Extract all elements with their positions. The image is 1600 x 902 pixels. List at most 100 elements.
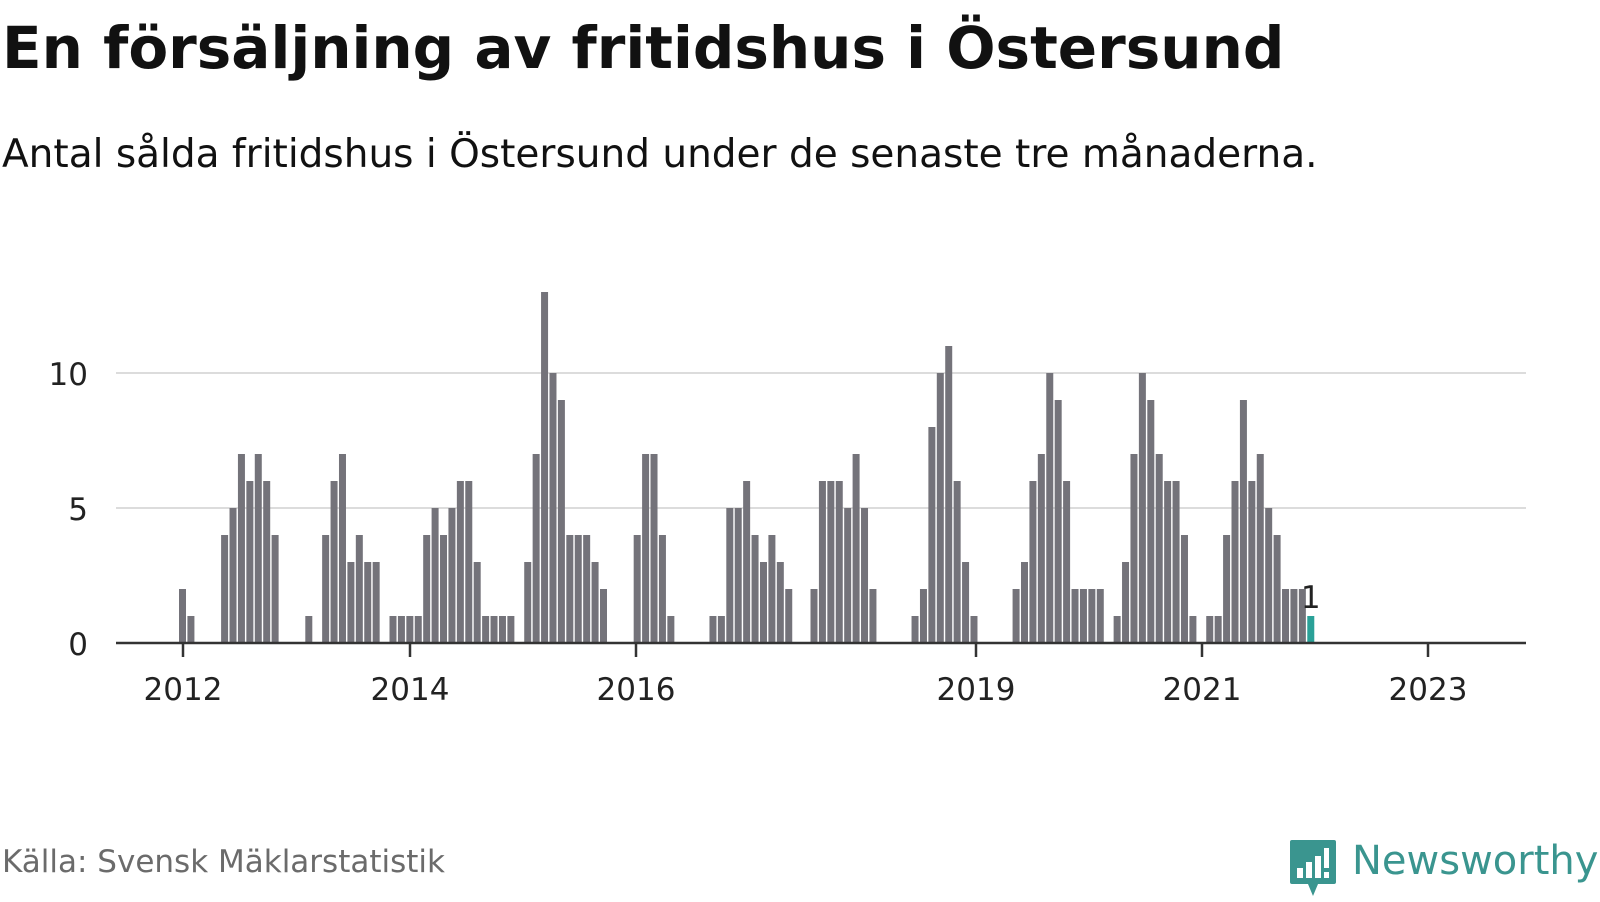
bar: [600, 589, 607, 643]
bar: [759, 562, 767, 643]
bar: [861, 508, 869, 643]
bar: [1206, 616, 1214, 643]
bar: [936, 373, 944, 643]
bar: [1071, 589, 1079, 643]
bar: [1113, 616, 1121, 643]
bar: [751, 535, 759, 643]
bar: [1180, 535, 1188, 643]
bar: [970, 616, 978, 643]
bar: [785, 589, 793, 643]
bar: [1273, 535, 1281, 643]
chart-subtitle: Antal sålda fritidshus i Östersund under…: [2, 132, 1318, 177]
bar: [1063, 481, 1071, 643]
bar: [263, 481, 271, 643]
bar: [271, 535, 279, 643]
bar: [827, 481, 835, 643]
bar: [187, 616, 195, 643]
bar: [549, 373, 557, 643]
bar: [423, 535, 431, 643]
bar: [1256, 454, 1264, 643]
bar: [1239, 400, 1247, 643]
bar: [237, 454, 245, 643]
bar: [1155, 454, 1163, 643]
bar: [1164, 481, 1172, 643]
bar: [768, 535, 776, 643]
bar: [557, 400, 565, 643]
bar: [532, 454, 540, 643]
bar: [465, 481, 473, 643]
bar: [229, 508, 237, 643]
bar: [574, 535, 582, 643]
bar: [498, 616, 506, 643]
bar-chart: 2012 2014 2016 2019 2021 2023 0 5 10 1: [49, 292, 1526, 708]
bar: [658, 535, 666, 643]
bar: [473, 562, 481, 643]
bar: [869, 589, 877, 643]
bars: [179, 292, 1315, 643]
x-tick-label: 2019: [937, 672, 1016, 708]
bar: [406, 616, 414, 643]
bar: [456, 481, 464, 643]
bar: [1037, 454, 1045, 643]
bar: [1138, 373, 1146, 643]
data-label: 1: [1301, 580, 1321, 616]
bar: [1088, 589, 1096, 643]
bar: [541, 292, 549, 643]
bar: [776, 562, 784, 643]
bar: [945, 346, 953, 643]
brand-name: Newsworthy: [1352, 838, 1599, 884]
bar: [852, 454, 860, 643]
x-tick-label: 2021: [1163, 672, 1242, 708]
brand-logo-block: Newsworthy: [1288, 838, 1598, 902]
x-axis-ticks: 2012 2014 2016 2019 2021 2023: [144, 643, 1468, 708]
bar: [1122, 562, 1130, 643]
bar: [1248, 481, 1256, 643]
bar: [1021, 562, 1028, 643]
bar: [1147, 400, 1155, 643]
bar: [414, 616, 422, 643]
bar: [726, 508, 734, 643]
bar: [1130, 454, 1138, 643]
bar: [1231, 481, 1239, 643]
bar: [911, 616, 919, 643]
bar: [330, 481, 338, 643]
bar: [364, 562, 372, 643]
newsworthy-bar-chart-icon: [1290, 840, 1336, 896]
y-tick-label: 10: [49, 357, 88, 393]
x-tick-label: 2023: [1389, 672, 1468, 708]
bar: [734, 508, 742, 643]
source-note: Källa: Svensk Mäklarstatistik: [2, 844, 445, 880]
x-tick-label: 2012: [144, 672, 223, 708]
y-axis-labels: 0 5 10: [49, 357, 88, 663]
bar: [254, 454, 262, 643]
chart-title: En försäljning av fritidshus i Östersund: [2, 14, 1285, 82]
bar: [844, 508, 852, 643]
bar: [583, 535, 591, 643]
bar: [507, 616, 515, 643]
bar: [1265, 508, 1273, 643]
bar-highlighted: [1307, 616, 1315, 643]
bar: [1029, 481, 1037, 643]
bar: [566, 535, 574, 643]
bar: [440, 535, 448, 643]
bar: [389, 616, 397, 643]
bar: [338, 454, 346, 643]
bar: [1096, 589, 1104, 643]
bar: [347, 562, 355, 643]
bar: [221, 535, 229, 643]
bar: [810, 589, 818, 643]
bar: [448, 508, 456, 643]
bar: [650, 454, 658, 643]
x-tick-label: 2016: [597, 672, 676, 708]
bar: [953, 481, 961, 643]
bar: [482, 616, 490, 643]
bar: [372, 562, 380, 643]
bar: [355, 535, 363, 643]
bar: [1298, 589, 1306, 643]
bar: [1223, 535, 1231, 643]
bar: [1290, 589, 1298, 643]
bar: [743, 481, 751, 643]
bar: [524, 562, 532, 643]
bar: [928, 427, 936, 643]
bar: [1054, 400, 1062, 643]
